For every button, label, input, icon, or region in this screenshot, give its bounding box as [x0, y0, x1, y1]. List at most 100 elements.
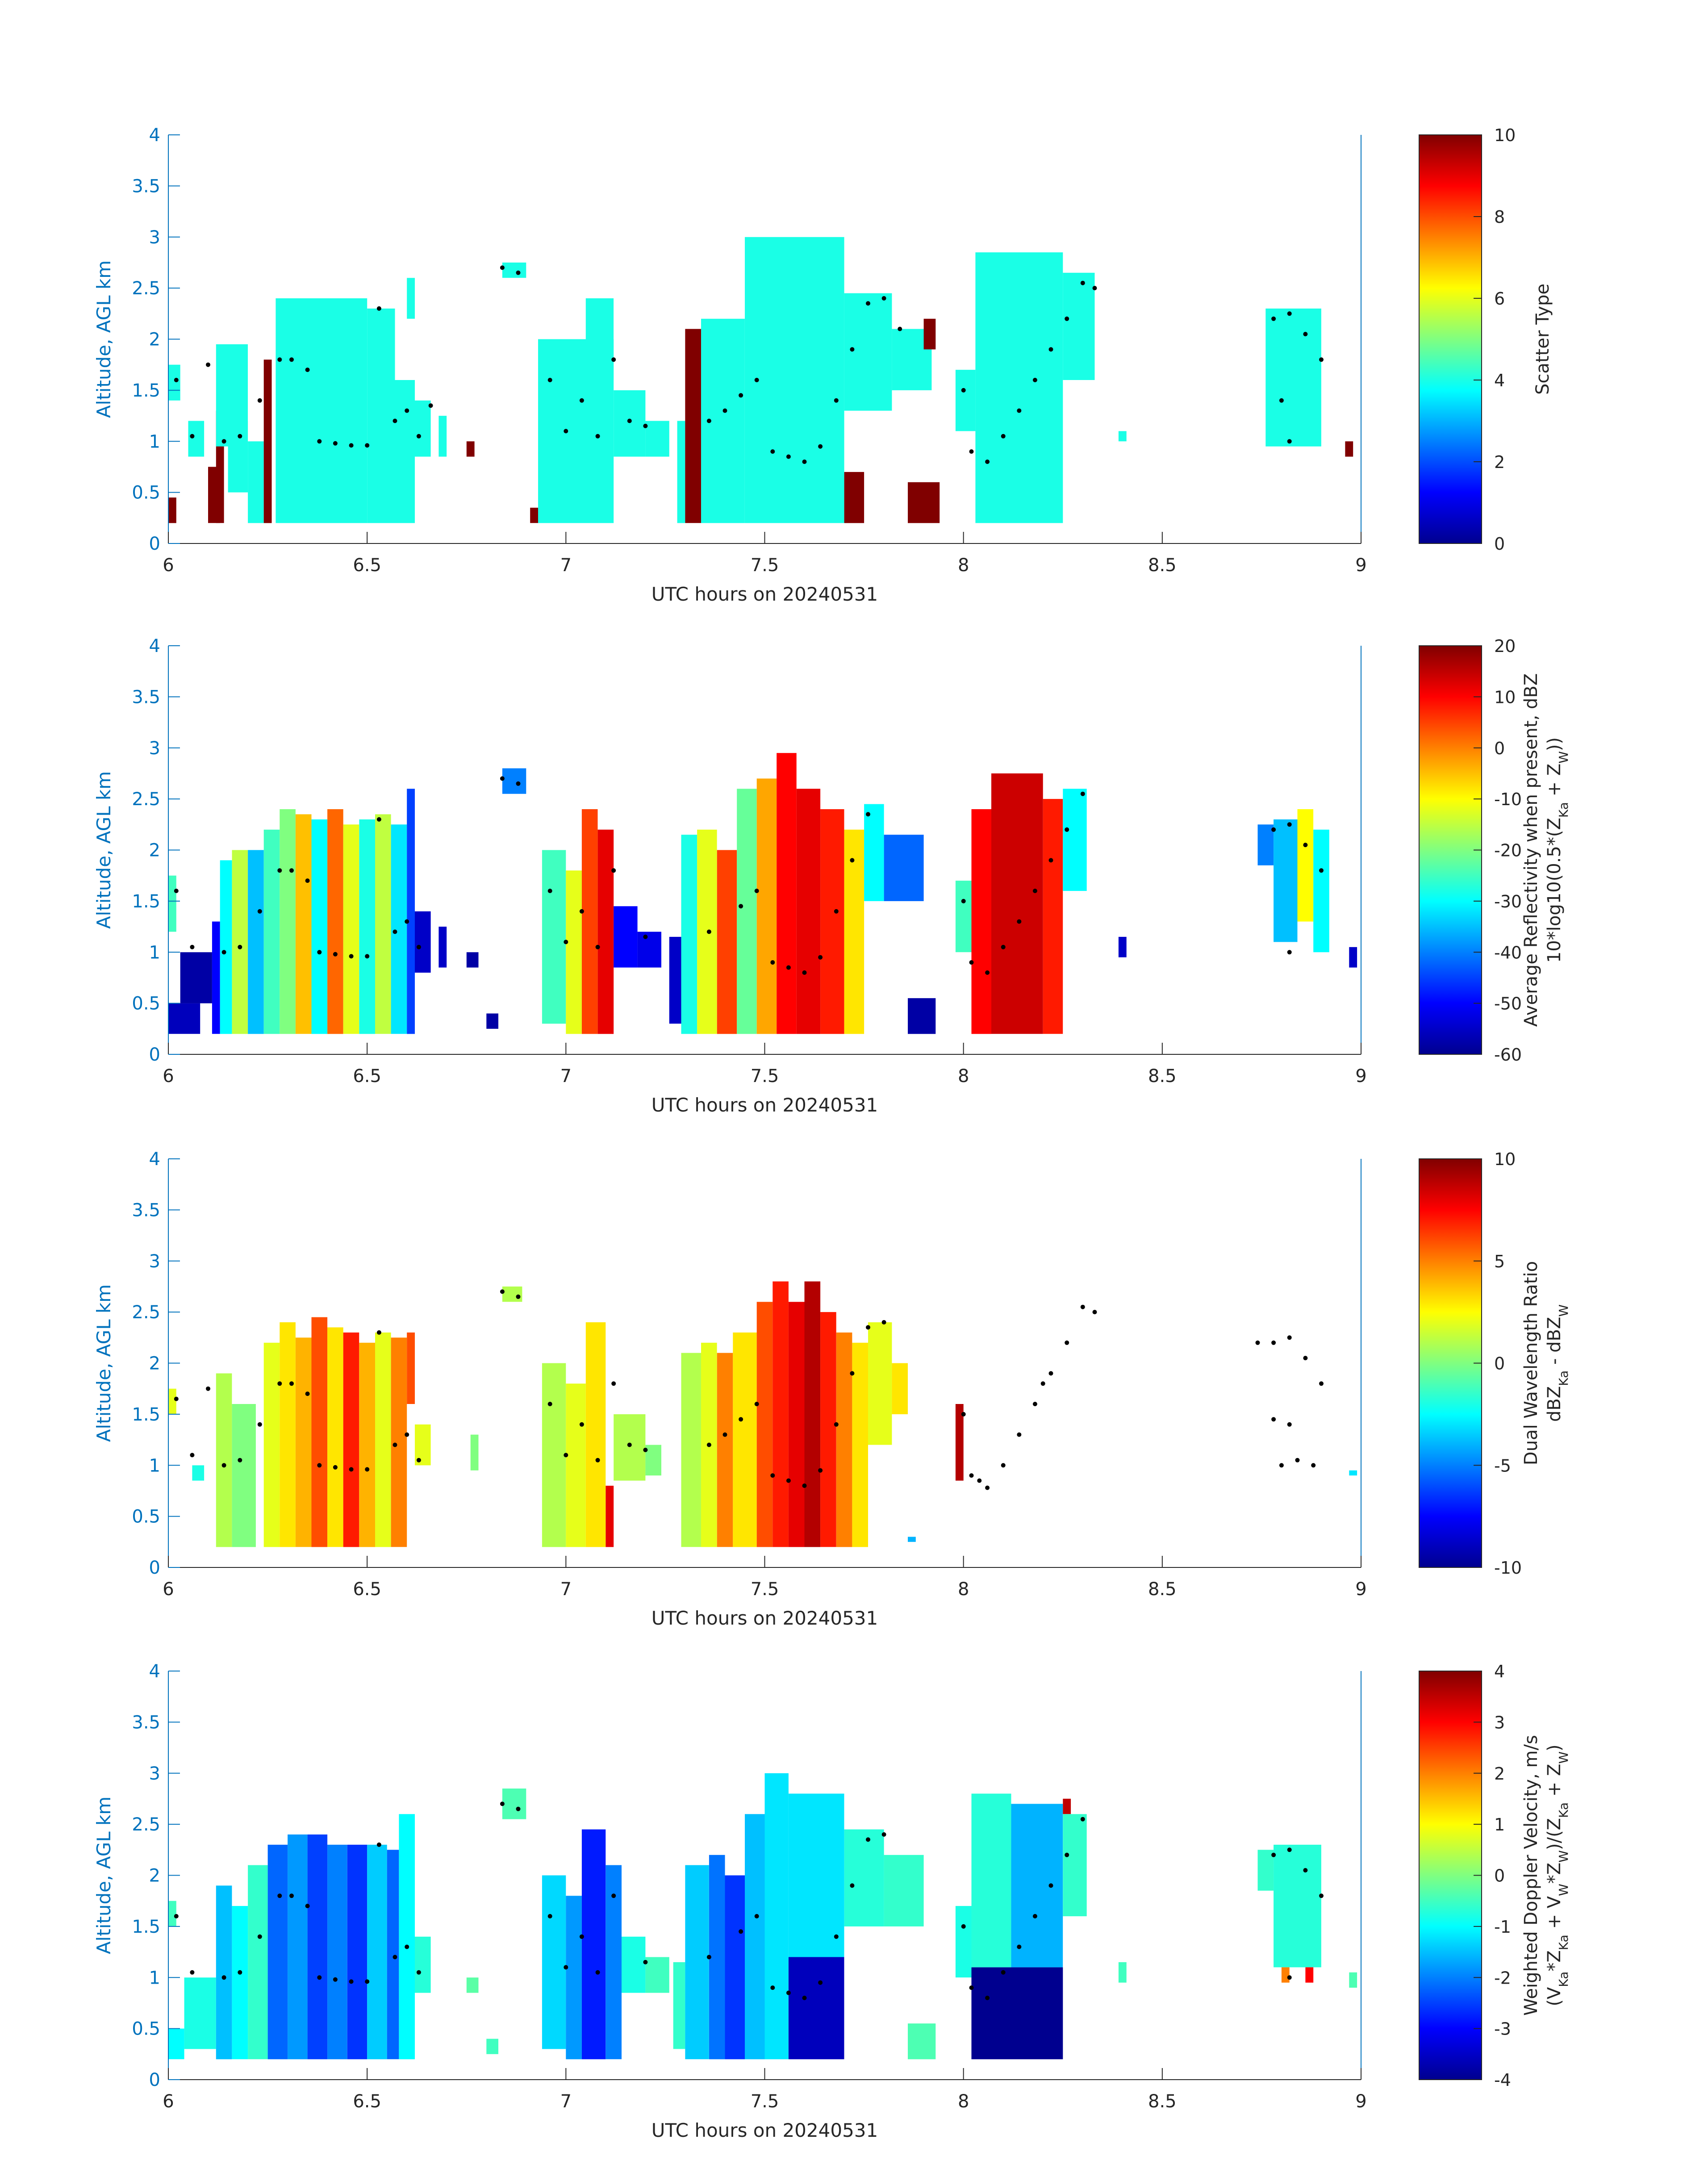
data-marker	[428, 403, 433, 408]
y-tick-label: 4	[149, 125, 160, 146]
data-marker	[595, 944, 600, 949]
data-cell	[212, 921, 220, 1034]
data-marker	[416, 434, 421, 439]
x-tick-label: 7	[560, 1066, 572, 1086]
colorbar-tick-label: 0	[1494, 1354, 1505, 1374]
data-cell	[375, 1332, 391, 1547]
x-tick-label: 6	[163, 2091, 174, 2112]
data-cell	[466, 1977, 479, 1993]
data-cell	[820, 809, 844, 1034]
data-marker	[985, 1996, 990, 2000]
colorbar-label: Weighted Doppler Velocity, m/s	[1521, 1735, 1541, 2016]
data-marker	[961, 1924, 966, 1929]
data-marker	[627, 418, 632, 423]
colorbar	[1419, 1671, 1482, 2080]
y-tick-label: 0.5	[132, 1507, 160, 1527]
data-cell	[908, 482, 940, 523]
y-tick-label: 0	[149, 534, 160, 554]
data-cell	[263, 359, 272, 523]
data-marker	[770, 960, 775, 965]
data-marker	[1271, 1417, 1276, 1422]
data-cell	[327, 1327, 343, 1547]
data-marker	[770, 1473, 775, 1478]
data-marker	[1295, 1458, 1300, 1462]
data-cell	[844, 293, 892, 411]
data-cell	[788, 1957, 844, 2060]
data-cell	[1118, 1962, 1127, 1983]
data-cell	[375, 814, 391, 1034]
data-cell	[466, 441, 475, 457]
data-marker	[1017, 1432, 1022, 1437]
data-cell	[216, 1885, 232, 2060]
data-marker	[969, 1473, 974, 1478]
data-marker	[257, 1422, 262, 1427]
data-marker	[257, 1934, 262, 1939]
data-cell	[438, 927, 447, 968]
x-axis-label: UTC hours on 20240531	[651, 583, 878, 605]
y-tick-label: 3	[149, 227, 160, 248]
data-cell	[343, 1332, 359, 1547]
x-tick-label: 6	[163, 1066, 174, 1086]
data-marker	[516, 270, 521, 275]
data-cell	[709, 1855, 725, 2060]
data-cell	[669, 936, 681, 1024]
data-cell	[975, 252, 1063, 523]
data-marker	[547, 378, 552, 382]
data-cell	[288, 1834, 308, 2060]
data-cell	[1063, 272, 1095, 380]
colorbar-tick-label: 0	[1494, 1866, 1505, 1886]
data-cell	[168, 497, 176, 523]
data-cell	[267, 1844, 288, 2060]
data-cell	[391, 824, 407, 1034]
x-tick-label: 6.5	[353, 555, 381, 576]
data-cell	[248, 441, 264, 523]
data-cell	[280, 809, 296, 1034]
data-cell	[971, 1793, 1011, 1968]
panel-1: 6 6.5 7 7.5 8 8.5 9 0 0.5 1 1.5 2 2.5 3 3.5 4 UTC hours …	[93, 125, 1553, 605]
y-tick-label: 3	[149, 738, 160, 759]
data-marker	[754, 1402, 759, 1406]
data-cell	[1043, 799, 1063, 1034]
data-marker	[405, 1432, 409, 1437]
data-marker	[579, 1934, 584, 1939]
data-cell	[168, 1388, 176, 1414]
y-tick-label: 0	[149, 1045, 160, 1065]
data-marker	[1287, 439, 1292, 444]
x-tick-label: 6	[163, 1579, 174, 1600]
colorbar-tick-label: -60	[1494, 1045, 1522, 1065]
data-marker	[190, 1970, 195, 1975]
data-cell	[637, 932, 661, 968]
data-cell	[192, 1465, 205, 1481]
data-cell	[542, 850, 566, 1024]
data-cell	[327, 1844, 347, 2060]
data-cell	[971, 809, 991, 1034]
data-marker	[393, 929, 397, 934]
data-marker	[1287, 1335, 1292, 1340]
data-marker	[754, 1914, 759, 1918]
data-marker	[221, 1975, 226, 1980]
data-marker	[564, 1965, 568, 1970]
data-marker	[1303, 1356, 1308, 1361]
data-cell	[232, 850, 248, 1034]
data-cell	[566, 1383, 586, 1547]
data-cell	[614, 1414, 646, 1481]
data-cell	[263, 829, 280, 1034]
data-cell	[327, 809, 343, 1034]
data-marker	[564, 940, 568, 944]
data-cell	[597, 829, 614, 1034]
panel-2: 6 6.5 7 7.5 8 8.5 9 0 0.5 1 1.5 2 2.5 3 3.5 4 UTC hours …	[93, 636, 1571, 1116]
colorbar-tick-label: -2	[1494, 1968, 1511, 1988]
data-marker	[349, 954, 354, 959]
y-tick-label: 3	[149, 1251, 160, 1272]
data-cell	[685, 1865, 709, 2060]
data-cell	[1257, 824, 1274, 865]
data-cell	[168, 364, 180, 401]
data-marker	[365, 1467, 370, 1472]
data-marker	[802, 1996, 807, 2000]
data-marker	[1065, 1852, 1069, 1857]
data-marker	[365, 954, 370, 959]
colorbar-tick-label: -1	[1494, 1917, 1511, 1937]
y-tick-label: 1.5	[132, 1404, 160, 1425]
data-marker	[770, 1985, 775, 1990]
data-marker	[1287, 950, 1292, 955]
